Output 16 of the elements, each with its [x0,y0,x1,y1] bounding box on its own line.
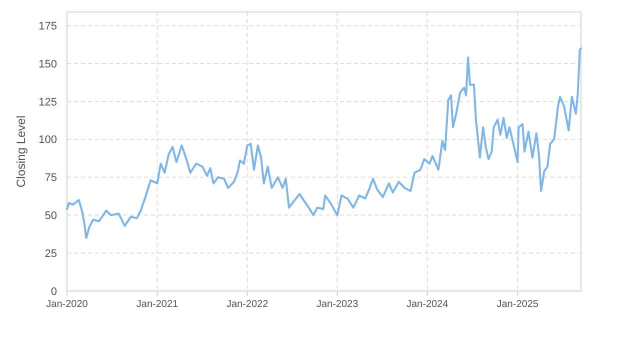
x-tick-label: Jan-2021 [136,299,179,310]
y-axis-title: Closing Level [14,115,28,188]
y-tick-label: 75 [44,172,57,184]
y-tick-label: 0 [50,286,57,298]
x-tick-label: Jan-2022 [226,299,269,310]
y-tick-label: 100 [38,134,57,146]
y-tick-label: 50 [44,210,57,222]
x-tick-label: Jan-2023 [316,299,359,310]
x-tick-label: Jan-2024 [406,299,449,310]
y-tick-label: 150 [38,58,57,70]
x-tick-label: Jan-2020 [46,299,88,310]
y-tick-label: 175 [38,20,57,32]
y-tick-label: 25 [44,248,57,260]
line-series [66,47,582,239]
y-tick-label: 125 [38,96,57,108]
x-tick-label: Jan-2025 [496,299,539,310]
